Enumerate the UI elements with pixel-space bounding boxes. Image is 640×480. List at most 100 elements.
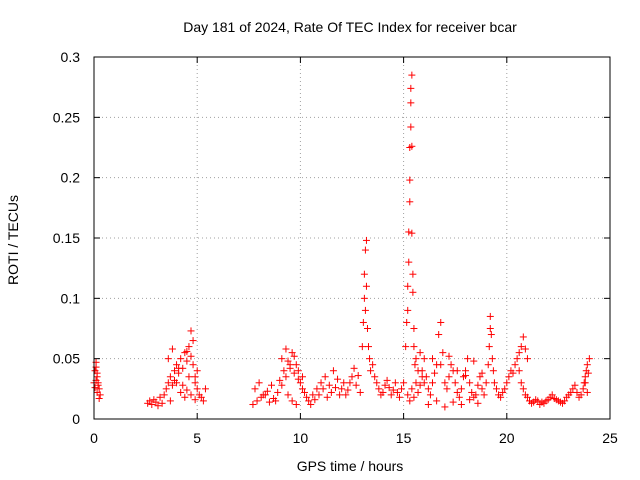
data-point: [373, 379, 381, 387]
data-point: [515, 367, 523, 375]
data-point: [191, 379, 199, 387]
data-point: [249, 401, 257, 409]
data-point: [189, 337, 197, 345]
data-point: [403, 318, 411, 326]
data-point: [437, 361, 445, 369]
data-point: [296, 379, 304, 387]
data-point: [577, 391, 585, 399]
data-point: [146, 397, 154, 405]
data-point: [468, 388, 476, 396]
plot-frame: [93, 56, 611, 420]
data-point: [407, 99, 415, 107]
data-point: [354, 372, 362, 380]
data-point: [294, 375, 302, 383]
x-tick-label: 15: [396, 430, 412, 446]
data-point: [420, 355, 428, 363]
data-point: [183, 386, 191, 394]
data-point: [177, 388, 185, 396]
data-point: [359, 318, 367, 326]
data-point: [193, 367, 201, 375]
data-point: [424, 401, 432, 409]
data-point: [361, 306, 369, 314]
data-point: [348, 373, 356, 381]
data-point: [338, 385, 346, 393]
data-point: [315, 391, 323, 399]
data-point: [412, 379, 420, 387]
data-point: [499, 388, 507, 396]
data-point: [352, 381, 360, 389]
data-point: [581, 373, 589, 381]
data-point: [406, 397, 414, 405]
data-point: [408, 142, 416, 150]
data-point: [411, 361, 419, 369]
data-point: [391, 379, 399, 387]
data-point: [253, 397, 261, 405]
data-point: [284, 391, 292, 399]
data-point: [329, 367, 337, 375]
data-point: [156, 393, 164, 401]
data-point: [505, 373, 513, 381]
data-point: [585, 355, 593, 363]
data-point: [407, 84, 415, 92]
data-point: [366, 355, 374, 363]
data-point: [517, 379, 525, 387]
data-point: [470, 357, 478, 365]
data-point: [191, 396, 199, 404]
data-point: [331, 384, 339, 392]
data-point: [489, 367, 497, 375]
data-point: [360, 270, 368, 278]
data-point: [478, 369, 486, 377]
data-point: [362, 236, 370, 244]
data-point: [523, 393, 531, 401]
data-point: [187, 391, 195, 399]
data-point: [309, 391, 317, 399]
data-point: [175, 364, 183, 372]
data-point: [497, 393, 505, 401]
data-point: [152, 398, 160, 406]
data-point: [457, 385, 465, 393]
x-tick-label: 0: [90, 430, 98, 446]
data-point: [361, 246, 369, 254]
chart-title: Day 181 of 2024, Rate Of TEC Index for r…: [183, 19, 517, 35]
data-point: [185, 373, 193, 381]
data-point: [381, 381, 389, 389]
data-point: [410, 393, 418, 401]
data-points: [90, 71, 593, 411]
data-point: [268, 381, 276, 389]
data-point: [428, 379, 436, 387]
data-point: [360, 294, 368, 302]
data-point: [288, 349, 296, 357]
data-point: [410, 325, 418, 332]
data-point: [334, 375, 342, 383]
data-point: [91, 384, 99, 392]
data-point: [519, 385, 527, 393]
data-point: [404, 282, 412, 290]
data-point: [292, 401, 300, 409]
data-point: [395, 393, 403, 401]
data-point: [288, 397, 296, 405]
data-point: [428, 355, 436, 363]
data-point: [301, 388, 309, 396]
data-point: [579, 385, 587, 393]
y-tick-label: 0.15: [53, 230, 80, 246]
data-point: [179, 381, 187, 389]
data-point: [342, 391, 350, 399]
data-point: [435, 331, 443, 339]
data-point: [466, 379, 474, 387]
data-point: [389, 386, 397, 394]
data-point: [276, 376, 284, 384]
data-point: [164, 379, 172, 387]
data-point: [93, 369, 101, 377]
data-point: [173, 361, 181, 369]
data-point: [284, 357, 292, 365]
data-point: [416, 381, 424, 389]
data-point: [437, 318, 445, 326]
grid-lines: [94, 57, 610, 419]
data-point: [548, 391, 556, 399]
data-point: [158, 399, 166, 407]
data-point: [478, 385, 486, 393]
data-point: [583, 361, 591, 369]
y-tick-label: 0.3: [61, 49, 81, 65]
data-point: [449, 398, 457, 406]
